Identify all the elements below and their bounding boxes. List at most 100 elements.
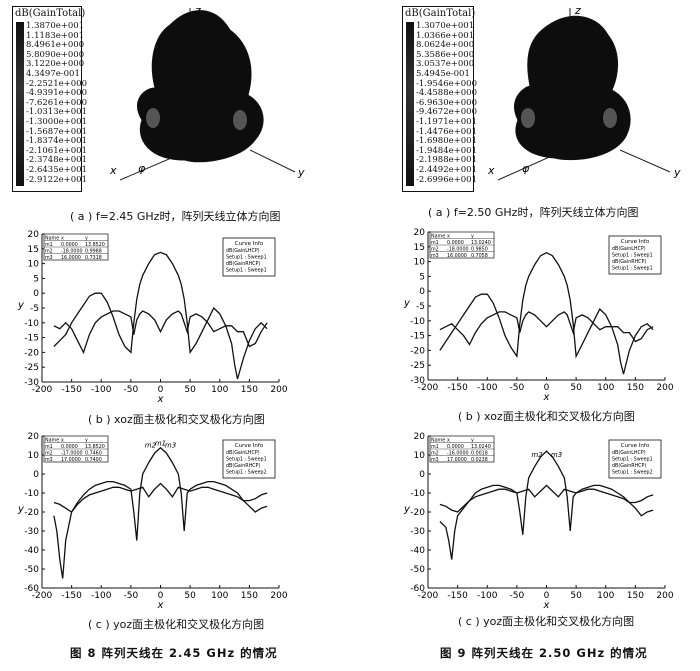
y-axis-label: y <box>17 300 25 311</box>
fig9-legend-title: dB(GainTotal) <box>405 8 476 19</box>
colorbar-value: 5.3586e+000 <box>416 49 475 60</box>
y-tick-label: -25 <box>410 361 425 371</box>
colorbar-value: 8.0624e+000 <box>416 40 475 51</box>
series-line-2 <box>439 311 654 346</box>
colorbar-value: -1.9546e+000 <box>416 78 477 89</box>
series-line-2 <box>439 484 654 513</box>
fig9-axis-z-label: z <box>574 4 581 17</box>
x-tick-label: 150 <box>241 591 258 601</box>
x-tick-label: 100 <box>597 591 614 601</box>
colorbar-value: -1.9484e+001 <box>416 145 477 156</box>
y-tick-label: -5 <box>416 302 425 312</box>
x-tick-label: 200 <box>270 591 287 601</box>
curve-info-entry: Setup1 : Sweep1 <box>226 255 267 261</box>
x-tick-label: -50 <box>124 591 139 601</box>
marker-table-cell: -18.0000 <box>61 248 83 254</box>
marker-table-cell: m2 <box>431 246 439 252</box>
y-tick-label: -30 <box>24 527 39 537</box>
fig9-axis-x-label: x <box>487 164 495 177</box>
y-tick-label: -50 <box>410 565 425 575</box>
y-axis-label: y <box>17 504 25 515</box>
marker-annotation: m2 <box>531 451 543 459</box>
colorbar-value: 1.1183e+001 <box>26 30 85 41</box>
y-tick-label: -10 <box>410 489 425 499</box>
x-tick-label: 100 <box>211 591 228 601</box>
marker-table-cell: 13.8520 <box>85 444 105 450</box>
y-tick-label: -10 <box>24 319 39 329</box>
x-tick-label: -100 <box>91 385 112 395</box>
x-tick-label: -200 <box>32 591 53 601</box>
curve-info-entry: dB(GainRHCP) <box>612 259 646 265</box>
y-tick-label: -15 <box>24 334 39 344</box>
marker-table: Name x y m1 0.0000 13.8520 m2 -17.0000 0.7460 m3 1… <box>43 435 109 463</box>
fig9-colorbar <box>406 22 414 186</box>
y-tick-label: -30 <box>24 378 39 388</box>
marker-table-cell: m1 <box>45 242 53 248</box>
fig9-caption-c: ( c ) yoz面主极化和交叉极化方向图 <box>458 615 635 628</box>
colorbar-value: 5.4945e-001 <box>416 68 470 79</box>
x-tick-label: -200 <box>418 383 439 393</box>
marker-table-cell: Name <box>431 233 445 239</box>
marker-table-cell: y <box>471 234 474 239</box>
y-tick-label: 15 <box>414 243 425 253</box>
x-tick-label: -200 <box>418 591 439 601</box>
x-tick-label: 200 <box>656 383 673 393</box>
fig8b-chart: -200 -150 -100 -50 0 50 100 150 20020151050-5-10… <box>17 230 287 405</box>
y-tick-label: -20 <box>410 346 425 356</box>
fig8-axis-z-label: z <box>194 4 201 17</box>
y-axis-label: y <box>403 298 411 309</box>
marker-table: Name x y m1 0.0000 13.8520 m2 -18.0000 0.9988 m3 1… <box>43 233 109 261</box>
x-tick-label: 150 <box>627 383 644 393</box>
curve-info-entry: Setup1 : Sweep1 <box>612 457 653 463</box>
colorbar-value: -2.6435e+001 <box>26 164 87 175</box>
y-tick-label: 20 <box>28 230 40 240</box>
x-tick-label: 200 <box>656 591 673 601</box>
marker-table-cell: m3 <box>431 253 439 259</box>
marker-table-cell: 0.9988 <box>85 248 102 254</box>
marker-table-cell: y <box>85 438 88 443</box>
curve-info-title: Curve Info <box>621 443 650 449</box>
x-tick-label: -100 <box>477 383 498 393</box>
fig8-colorbar-labels: 1.3870e+001 1.1183e+001 8.4961e+000 5.8090e… <box>26 21 87 185</box>
curve-info-title: Curve Info <box>235 443 264 449</box>
curve-info-entry: Setup1 : Sweep2 <box>226 470 267 476</box>
x-tick-label: 0 <box>158 385 164 395</box>
marker-table-cell: m3 <box>45 255 53 261</box>
y-tick-label: -60 <box>24 584 39 594</box>
x-tick-label: 50 <box>184 385 196 395</box>
y-tick-label: 10 <box>28 451 40 461</box>
curve-info-entry: Setup1 : Sweep1 <box>612 253 653 259</box>
colorbar-value: -9.4672e+000 <box>416 107 477 118</box>
marker-table-cell: m2 <box>431 450 439 456</box>
series-line-2 <box>53 310 268 355</box>
y-tick-label: 0 <box>419 470 425 480</box>
fig9-caption-a: ( a ) f=2.50 GHz时，阵列天线立体方向图 <box>428 206 639 219</box>
fig9b-chart: -200 -150 -100 -50 0 50 100 150 20020151050-5-10… <box>403 228 673 403</box>
y-tick-label: 20 <box>414 432 426 442</box>
colorbar-value: 3.0537e+000 <box>416 59 475 70</box>
marker-annotation: m1 <box>155 439 166 447</box>
fig8-legend-title: dB(GainTotal) <box>15 8 86 19</box>
marker-annotation: m2 <box>145 441 157 449</box>
y-tick-label: 0 <box>33 470 39 480</box>
marker-table-cell: x <box>447 234 450 239</box>
x-tick-label: -50 <box>124 385 139 395</box>
fig8-title: 图 8 阵列天线在 2.45 GHz 的情况 <box>70 646 278 660</box>
marker-table-cell: 0.0000 <box>447 240 464 246</box>
colorbar-value: -1.1971e+001 <box>416 116 477 127</box>
colorbar-value: 1.3070e+001 <box>416 21 475 31</box>
colorbar-value: -7.6261e+000 <box>26 97 87 108</box>
x-tick-label: 100 <box>597 383 614 393</box>
marker-annotation: m3 <box>551 451 562 459</box>
y-tick-label: 10 <box>28 260 40 270</box>
marker-annotation: m3 <box>165 441 176 449</box>
marker-table-cell: 13.8520 <box>85 242 105 248</box>
marker-table-cell: 0.0000 <box>61 444 78 450</box>
marker-table-cell: m1 <box>431 444 439 450</box>
fig9-axis-y-label: y <box>673 166 681 179</box>
x-tick-label: 0 <box>544 383 550 393</box>
fig8c-chart: -200 -150 -100 -50 0 50 100 150 20020100-10-20-3… <box>17 432 287 611</box>
marker-table-cell: 0.0018 <box>471 450 488 456</box>
curve-info-entry: dB(GainLHCP) <box>612 246 646 252</box>
fig9-caption-b: ( b ) xoz面主极化和交叉极化方向图 <box>458 410 635 423</box>
